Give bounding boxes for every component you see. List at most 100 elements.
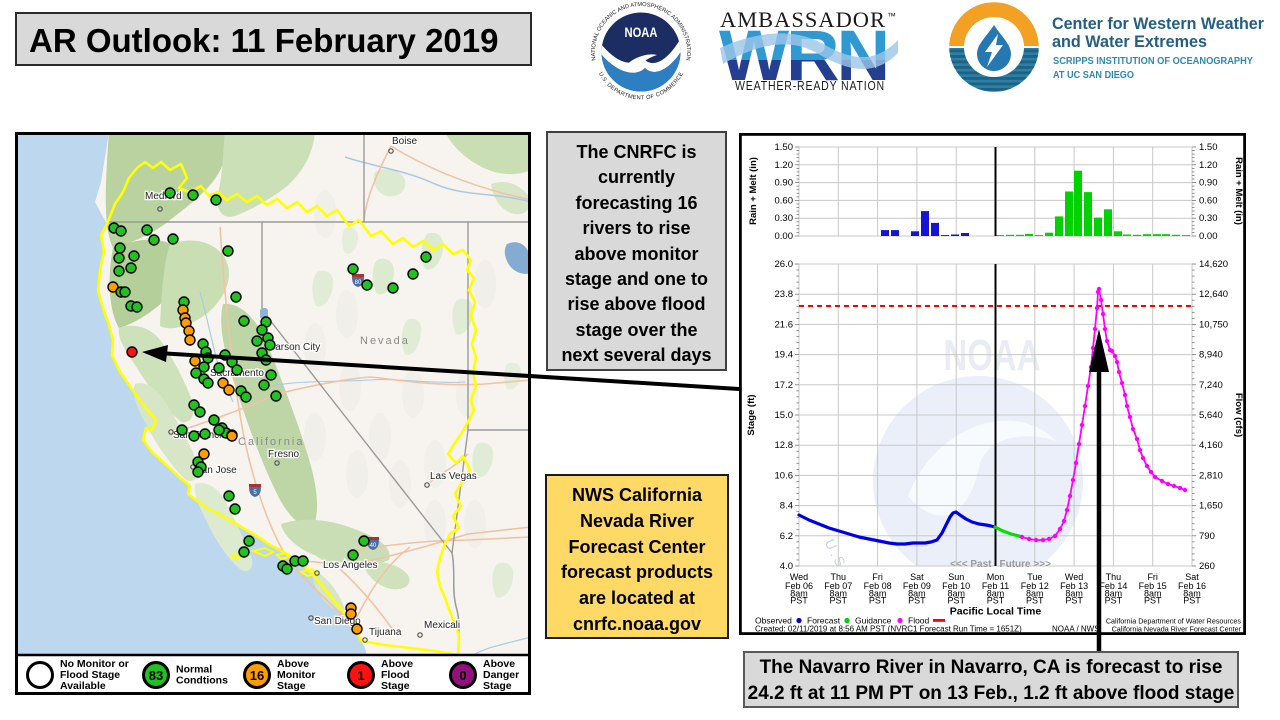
svg-text:1.20: 1.20 — [775, 160, 794, 171]
svg-text:Available: Available — [60, 680, 106, 692]
svg-text:WEATHER-READY NATION: WEATHER-READY NATION — [735, 78, 885, 93]
svg-text:PST: PST — [908, 596, 926, 606]
svg-text:PST: PST — [1065, 596, 1083, 606]
svg-text:8am: 8am — [830, 589, 848, 599]
svg-text:Flood: Flood — [908, 616, 930, 626]
svg-text:Flood: Flood — [381, 669, 410, 681]
svg-text:Monitor: Monitor — [277, 669, 316, 681]
svg-text:Feb 13: Feb 13 — [1060, 581, 1088, 591]
svg-text:Feb 12: Feb 12 — [1021, 581, 1049, 591]
svg-text:21.6: 21.6 — [775, 319, 794, 330]
svg-text:PST: PST — [830, 596, 848, 606]
svg-text:83: 83 — [149, 668, 163, 683]
svg-text:8,940: 8,940 — [1199, 350, 1223, 361]
svg-text:0.30: 0.30 — [1199, 213, 1218, 224]
svg-text:1.20: 1.20 — [1199, 160, 1218, 171]
svg-text:Sun: Sun — [948, 572, 964, 582]
svg-text:Carson City: Carson City — [268, 342, 320, 353]
svg-text:Pacific Local Time: Pacific Local Time — [950, 606, 1042, 618]
svg-text:19.4: 19.4 — [775, 350, 794, 361]
svg-text:California: California — [238, 436, 304, 448]
svg-text:Boise: Boise — [392, 136, 417, 147]
svg-text:0.00: 0.00 — [775, 231, 794, 242]
svg-text:8am: 8am — [947, 589, 965, 599]
svg-text:™: ™ — [887, 11, 896, 21]
svg-text:Feb 10: Feb 10 — [942, 581, 970, 591]
svg-text:8am: 8am — [869, 589, 887, 599]
svg-text:0.90: 0.90 — [1199, 178, 1218, 189]
svg-text:NOAA: NOAA — [625, 25, 658, 40]
svg-text:Feb 09: Feb 09 — [903, 581, 931, 591]
svg-text:15.0: 15.0 — [775, 410, 794, 421]
svg-text:Mon: Mon — [987, 572, 1005, 582]
svg-text:Normal: Normal — [176, 664, 212, 676]
svg-text:NOAA: NOAA — [944, 331, 1041, 380]
svg-text:Feb 06: Feb 06 — [785, 581, 813, 591]
svg-text:1: 1 — [357, 668, 364, 683]
svg-text:Las Vegas: Las Vegas — [430, 471, 477, 482]
svg-text:4.0: 4.0 — [780, 561, 793, 572]
svg-text:PST: PST — [947, 596, 965, 606]
svg-text:Future >>>: Future >>> — [1000, 559, 1052, 570]
svg-text:4,160: 4,160 — [1199, 440, 1223, 451]
svg-text:8am: 8am — [1144, 589, 1162, 599]
svg-text:1.50: 1.50 — [775, 142, 794, 153]
svg-text:WRN: WRN — [719, 17, 887, 96]
svg-text:1,650: 1,650 — [1199, 501, 1223, 512]
svg-text:Wed: Wed — [790, 572, 808, 582]
svg-text:Wed: Wed — [1065, 572, 1083, 582]
svg-text:8am: 8am — [1105, 589, 1123, 599]
svg-text:Flow (cfs): Flow (cfs) — [1233, 393, 1244, 437]
svg-text:Tijuana: Tijuana — [369, 627, 402, 638]
svg-text:AT UC SAN DIEGO: AT UC SAN DIEGO — [1053, 69, 1134, 81]
svg-text:PST: PST — [790, 596, 808, 606]
svg-text:Above: Above — [483, 658, 515, 670]
svg-text:Fri: Fri — [872, 572, 883, 582]
svg-text:8am: 8am — [1183, 589, 1201, 599]
svg-text:California Nevada River Foreca: California Nevada River Forecast Center — [1112, 624, 1242, 633]
svg-text:8am: 8am — [1065, 589, 1083, 599]
svg-text:Mexicali: Mexicali — [424, 620, 460, 631]
svg-text:Stage: Stage — [483, 680, 512, 692]
svg-text:PST: PST — [1026, 596, 1044, 606]
svg-text:790: 790 — [1199, 531, 1215, 542]
svg-text:PST: PST — [1144, 596, 1162, 606]
svg-text:Thu: Thu — [831, 572, 847, 582]
svg-text:Stage: Stage — [277, 680, 306, 692]
svg-text:Rain + Melt (in): Rain + Melt (in) — [1233, 157, 1244, 225]
svg-text:Feb 14: Feb 14 — [1099, 581, 1127, 591]
svg-text:AMBASSADOR: AMBASSADOR — [720, 7, 886, 32]
svg-text:0.60: 0.60 — [775, 195, 794, 206]
svg-text:1.50: 1.50 — [1199, 142, 1218, 153]
svg-text:23.8: 23.8 — [775, 289, 794, 300]
svg-text:17.2: 17.2 — [775, 380, 794, 391]
svg-text:No Monitor or: No Monitor or — [60, 658, 129, 670]
svg-text:Sat: Sat — [1185, 572, 1199, 582]
svg-text:80: 80 — [355, 280, 362, 286]
svg-text:2,810: 2,810 — [1199, 470, 1223, 481]
svg-text:and Water Extremes: and Water Extremes — [1052, 33, 1207, 51]
svg-text:Medford: Medford — [145, 191, 182, 202]
svg-text:Danger: Danger — [483, 669, 519, 681]
svg-text:<<< Past: <<< Past — [950, 559, 992, 570]
svg-text:Nevada: Nevada — [360, 335, 410, 347]
svg-text:Above: Above — [277, 658, 309, 670]
svg-text:Above: Above — [381, 658, 413, 670]
svg-text:Flood Stage: Flood Stage — [60, 669, 120, 681]
svg-text:0.00: 0.00 — [1199, 231, 1218, 242]
svg-text:8am: 8am — [790, 589, 808, 599]
svg-text:PST: PST — [1183, 596, 1201, 606]
svg-text:PST: PST — [869, 596, 887, 606]
svg-text:0: 0 — [459, 668, 466, 683]
svg-text:0.60: 0.60 — [1199, 195, 1218, 206]
svg-text:8am: 8am — [987, 589, 1005, 599]
svg-text:16: 16 — [250, 668, 264, 683]
svg-text:PST: PST — [987, 596, 1005, 606]
svg-text:Fresno: Fresno — [268, 449, 300, 460]
svg-text:12,640: 12,640 — [1199, 289, 1228, 300]
svg-text:Tue: Tue — [1027, 572, 1042, 582]
svg-text:Forecast: Forecast — [807, 616, 841, 626]
svg-text:Created: 02/11/2019 at 8:56 AM: Created: 02/11/2019 at 8:56 AM PST (NVRC… — [755, 624, 1022, 633]
svg-text:Rain + Melt (in): Rain + Melt (in) — [748, 157, 759, 225]
svg-text:Sat: Sat — [910, 572, 924, 582]
